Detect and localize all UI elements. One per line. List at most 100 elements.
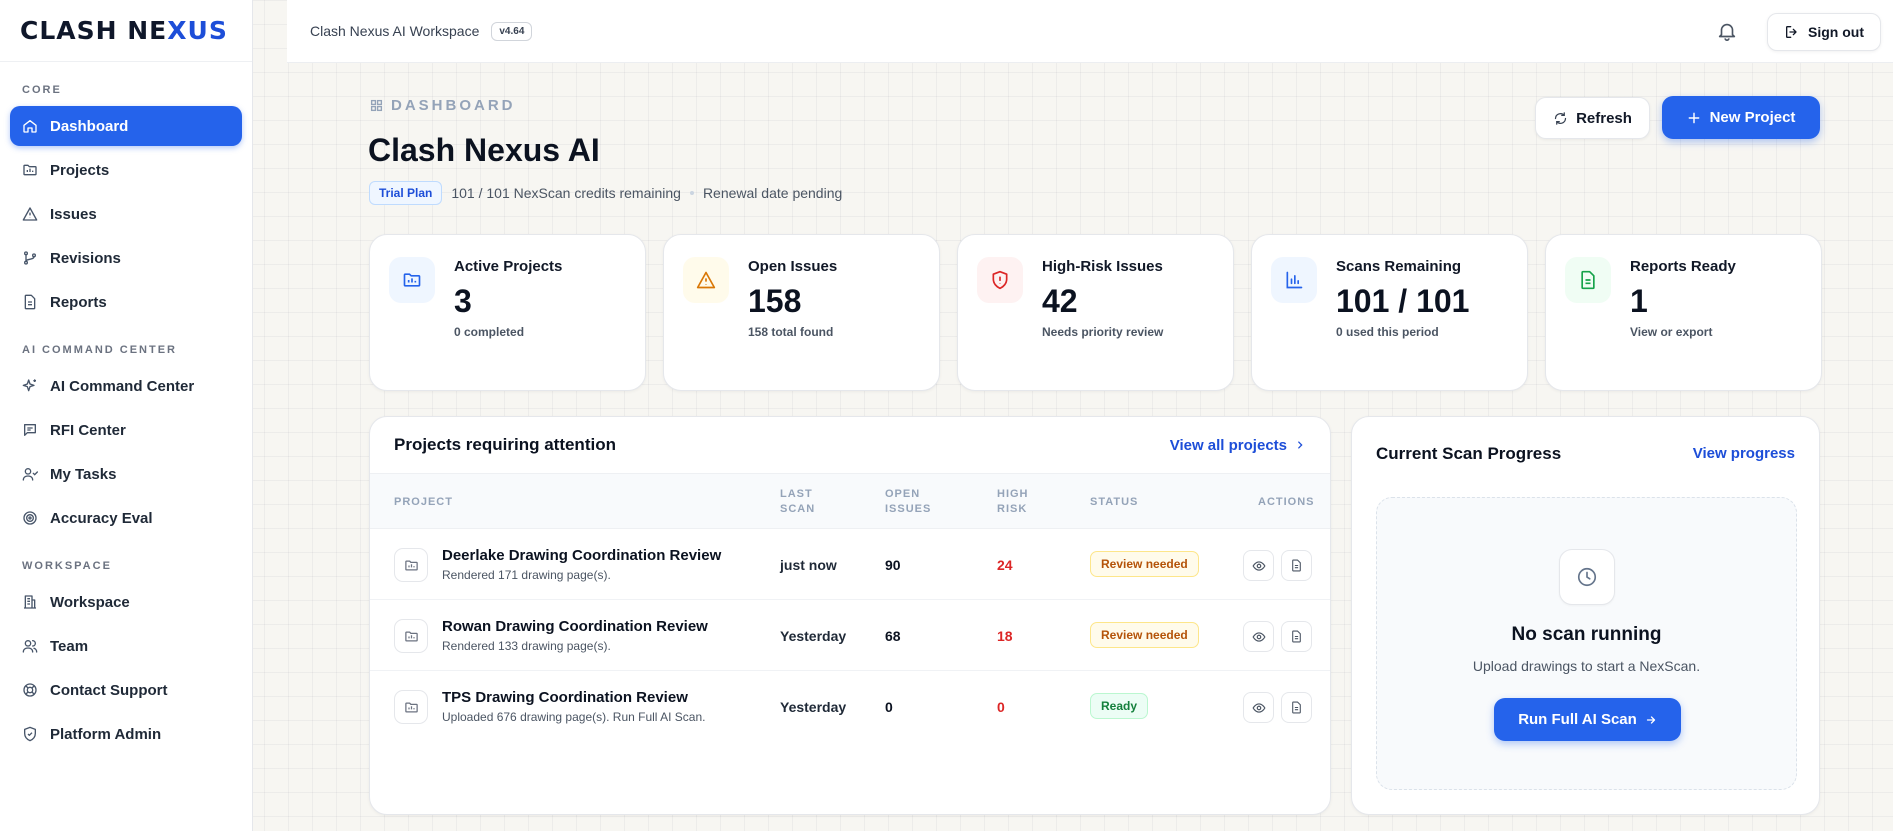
no-scan-subtitle: Upload drawings to start a NexScan. — [1472, 658, 1701, 674]
col-project: PROJECT — [394, 496, 453, 508]
stat-value: 158 — [748, 283, 802, 319]
sidebar-item-team[interactable]: Team — [10, 626, 242, 666]
sidebar-item-rfi-center[interactable]: RFI Center — [10, 410, 242, 450]
sidebar-item-my-tasks[interactable]: My Tasks — [10, 454, 242, 494]
project-name[interactable]: TPS Drawing Coordination Review — [442, 689, 688, 706]
stat-card-reports-ready[interactable]: Reports Ready 1 View or export — [1545, 234, 1822, 391]
stat-card-high-risk[interactable]: High-Risk Issues 42 Needs priority revie… — [957, 234, 1234, 391]
run-scan-label: Run Full AI Scan — [1518, 711, 1637, 728]
sidebar-item-accuracy-eval[interactable]: Accuracy Eval — [10, 498, 242, 538]
view-button[interactable] — [1243, 692, 1274, 723]
sidebar-item-reports[interactable]: Reports — [10, 282, 242, 322]
warning-icon — [22, 206, 38, 222]
workspace-title: Clash Nexus AI Workspace — [310, 23, 480, 39]
stat-label: Reports Ready — [1630, 258, 1736, 275]
bar-chart-icon — [1271, 257, 1317, 303]
scan-panel-title: Current Scan Progress — [1376, 444, 1562, 463]
topbar: Clash Nexus AI Workspace v4.64 Sign out — [287, 0, 1893, 63]
table-row[interactable]: Rowan Drawing Coordination Review Render… — [370, 600, 1330, 671]
report-button[interactable] — [1281, 692, 1312, 723]
nav-section-ai: AI COMMAND CENTER — [22, 344, 177, 356]
project-desc: Rendered 171 drawing page(s). — [442, 568, 611, 582]
folder-icon — [394, 690, 428, 724]
last-scan: Yesterday — [780, 628, 847, 644]
plan-row: Trial Plan 101 / 101 NexScan credits rem… — [369, 181, 842, 205]
project-name[interactable]: Rowan Drawing Coordination Review — [442, 618, 708, 635]
sidebar-item-workspace[interactable]: Workspace — [10, 582, 242, 622]
project-desc: Rendered 133 drawing page(s). — [442, 639, 611, 653]
message-icon — [22, 422, 38, 438]
credits-text: 101 / 101 NexScan credits remaining — [451, 185, 681, 201]
sidebar-item-dashboard[interactable]: Dashboard — [10, 106, 242, 146]
scan-progress-panel: Current Scan Progress View progress No s… — [1351, 416, 1820, 815]
chevron-right-icon — [1295, 440, 1305, 450]
building-icon — [22, 594, 38, 610]
warning-icon — [683, 257, 729, 303]
sign-out-button[interactable]: Sign out — [1767, 13, 1881, 51]
plan-badge: Trial Plan — [369, 181, 443, 205]
view-all-projects-link[interactable]: View all projects — [1170, 437, 1305, 454]
folder-icon — [394, 619, 428, 653]
col-last-scan: LAST SCAN — [780, 488, 816, 515]
view-progress-link[interactable]: View progress — [1692, 445, 1795, 462]
table-row[interactable]: TPS Drawing Coordination Review Uploaded… — [370, 671, 1330, 742]
eye-icon — [1251, 701, 1266, 715]
breadcrumb-label: DASHBOARD — [391, 97, 516, 114]
eye-icon — [1251, 559, 1266, 573]
stat-card-open-issues[interactable]: Open Issues 158 158 total found — [663, 234, 940, 391]
high-risk: 18 — [997, 628, 1013, 644]
report-button[interactable] — [1281, 550, 1312, 581]
high-risk: 24 — [997, 557, 1013, 573]
stat-sub: View or export — [1630, 325, 1713, 339]
sidebar-item-platform-admin[interactable]: Platform Admin — [10, 714, 242, 754]
new-project-label: New Project — [1709, 109, 1796, 126]
new-project-button[interactable]: New Project — [1662, 96, 1820, 139]
sidebar-item-label: Reports — [50, 293, 107, 311]
shield-alert-icon — [977, 257, 1023, 303]
grid-icon — [370, 99, 383, 112]
stat-card-active-projects[interactable]: Active Projects 3 0 completed — [369, 234, 646, 391]
stat-value: 1 — [1630, 283, 1648, 319]
nav-section-workspace: WORKSPACE — [22, 560, 112, 572]
high-risk: 0 — [997, 699, 1005, 715]
folder-icon — [22, 162, 38, 178]
stat-label: Scans Remaining — [1336, 258, 1462, 275]
projects-panel-title: Projects requiring attention — [394, 435, 616, 454]
project-name[interactable]: Deerlake Drawing Coordination Review — [442, 547, 722, 564]
col-high-risk: HIGH RISK — [997, 488, 1029, 515]
sidebar-item-projects[interactable]: Projects — [10, 150, 242, 190]
run-full-ai-scan-button[interactable]: Run Full AI Scan — [1494, 698, 1681, 741]
sidebar-item-ai-command-center[interactable]: AI Command Center — [10, 366, 242, 406]
shield-icon — [22, 726, 38, 742]
view-button[interactable] — [1243, 621, 1274, 652]
open-issues: 68 — [885, 628, 901, 644]
sign-out-label: Sign out — [1808, 24, 1864, 40]
stat-card-scans-remaining[interactable]: Scans Remaining 101 / 101 0 used this pe… — [1251, 234, 1528, 391]
status-badge: Ready — [1090, 693, 1149, 719]
document-icon — [1290, 630, 1303, 643]
stat-label: Active Projects — [454, 258, 563, 275]
user-check-icon — [22, 466, 38, 482]
report-button[interactable] — [1281, 621, 1312, 652]
view-all-label: View all projects — [1169, 436, 1287, 454]
view-button[interactable] — [1243, 550, 1274, 581]
sidebar-item-contact-support[interactable]: Contact Support — [10, 670, 242, 710]
sidebar-item-label: Contact Support — [50, 681, 168, 699]
status-badge: Review needed — [1090, 551, 1199, 577]
sparkles-icon — [22, 378, 38, 394]
clock-icon — [1559, 549, 1615, 605]
refresh-label: Refresh — [1576, 109, 1632, 127]
sidebar-item-issues[interactable]: Issues — [10, 194, 242, 234]
stat-value: 101 / 101 — [1336, 283, 1470, 319]
table-row[interactable]: Deerlake Drawing Coordination Review Ren… — [370, 529, 1330, 600]
stat-label: Open Issues — [748, 258, 838, 275]
status-badge: Review needed — [1090, 622, 1199, 648]
sidebar-item-label: Issues — [50, 205, 97, 223]
sidebar-item-label: RFI Center — [50, 421, 126, 439]
bell-icon[interactable] — [1716, 20, 1738, 42]
brand-logo[interactable]: CLASH NEXUS — [0, 0, 252, 62]
scan-empty-state: No scan running Upload drawings to start… — [1376, 497, 1797, 790]
sidebar-item-revisions[interactable]: Revisions — [10, 238, 242, 278]
refresh-button[interactable]: Refresh — [1535, 97, 1650, 139]
eye-icon — [1251, 630, 1266, 644]
